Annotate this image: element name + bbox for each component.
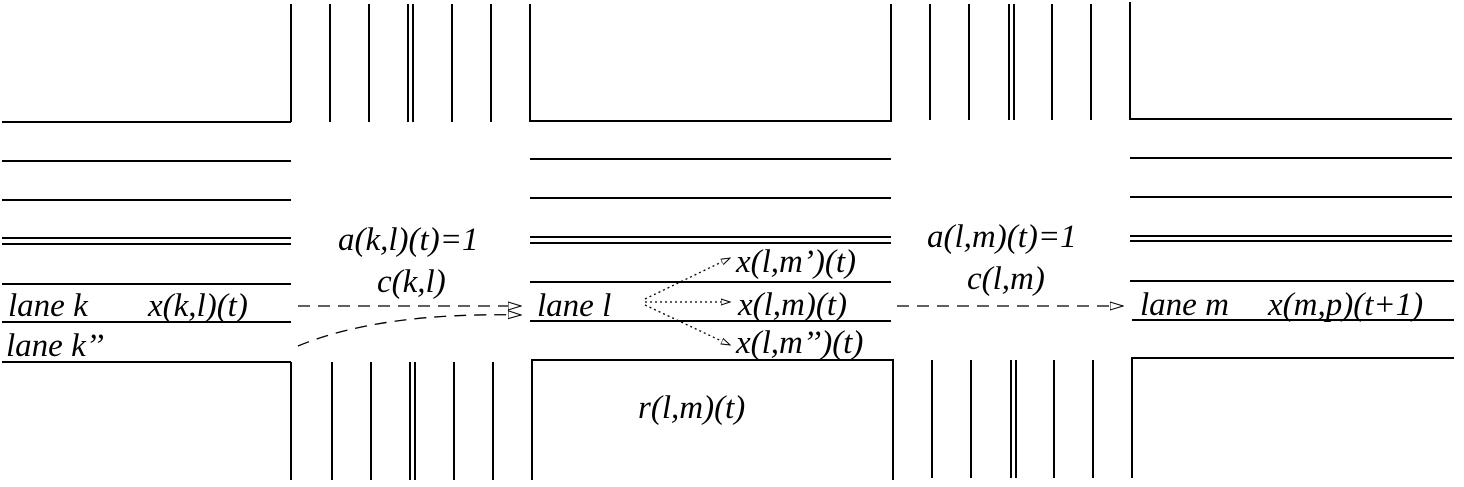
label-x-lm1: x(l,m’)(t) <box>735 244 856 280</box>
label-a-kl: a(k,l)(t)=1 <box>338 222 478 258</box>
arrow-turn-m2 <box>644 304 730 345</box>
right-block-bottom <box>1131 357 1454 478</box>
flow-arrows <box>297 258 1123 347</box>
arrow-turn-m1 <box>644 258 730 300</box>
label-x-kl: x(k,l)(t) <box>147 288 248 324</box>
label-x-mp: x(m,p)(t+1) <box>1267 287 1423 323</box>
label-a-lm: a(l,m)(t)=1 <box>927 219 1077 255</box>
label-x-lm: x(l,m)(t) <box>737 287 847 323</box>
right-block-top <box>1129 2 1452 120</box>
label-x-lm2: x(l,m’’)(t) <box>735 325 863 361</box>
label-lane-k: lane k <box>8 288 89 324</box>
label-lane-k2: lane k’’ <box>6 328 104 364</box>
arrow-k2-to-l <box>297 315 521 347</box>
labels: lane k lane k’’ x(k,l)(t) a(k,l)(t)=1 c(… <box>6 219 1423 426</box>
label-c-kl: c(k,l) <box>377 264 446 300</box>
label-lane-m: lane m <box>1140 287 1229 323</box>
middle-block-top <box>529 4 892 122</box>
label-r-lm: r(l,m)(t) <box>638 390 745 426</box>
road-geometry <box>2 2 1454 480</box>
label-lane-l: lane l <box>537 288 611 324</box>
label-c-lm: c(l,m) <box>967 261 1045 297</box>
middle-block-bottom <box>531 359 894 480</box>
